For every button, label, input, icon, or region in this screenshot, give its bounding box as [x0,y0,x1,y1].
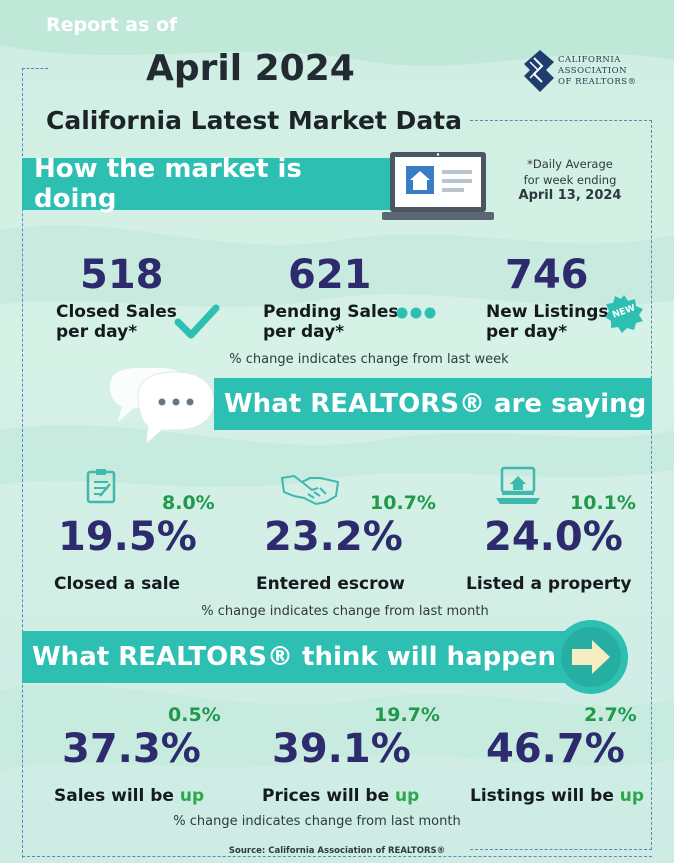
speech-bubbles-icon [110,368,215,446]
laptop-home-icon [496,466,540,504]
checkmark-icon [174,304,220,339]
car-logo-icon [524,50,554,92]
new-listings-value: 746 [505,252,589,298]
logo-line-3: OF REALTORS® [558,77,637,87]
new-listings-label-line-2: per day* [486,322,568,342]
entered-escrow-change: 10.7% [370,492,436,514]
listed-property-label: Listed a property [466,574,632,594]
car-logo: CALIFORNIA ASSOCIATION OF REALTORS® [520,48,660,96]
logo-line-2: ASSOCIATION [558,66,628,76]
report-month: April 2024 [146,48,355,89]
sales-up-value: 37.3% [62,726,201,772]
listings-up-label-up: up [619,786,645,806]
market-banner-text: How the market is doing [34,154,302,214]
think-banner: What REALTORS® think will happen [22,631,596,683]
closed-sales-label-line-2: per day* [56,322,138,342]
daily-note-line-2: for week ending [523,173,617,187]
listings-up-label: Listings will be up [470,786,644,806]
prices-up-label-up: up [395,786,420,806]
logo-line-1: CALIFORNIA [558,55,621,65]
frame-dash-left [22,68,48,858]
saying-banner: What REALTORS® are saying [214,378,652,430]
frame-dash-bottom [22,856,652,857]
prices-up-label: Prices will be up [262,786,419,806]
think-banner-text: What REALTORS® think will happen [32,642,556,672]
report-as-of-label: Report as of [46,14,178,36]
listed-property-change: 10.1% [570,492,636,514]
new-listings-label-line-1: New Listings [486,302,609,322]
pending-sales-value: 621 [288,252,372,298]
prices-up-label-prefix: Prices will be [262,786,396,806]
sales-up-label-up: up [179,786,205,806]
frame-dash-right [470,120,652,850]
new-listings-label: New Listings per day* [486,302,609,342]
listing-monitor-icon [382,152,494,220]
pending-sales-label-line-1: Pending Sales [263,302,399,322]
new-badge-icon: NEW [604,294,644,334]
prices-up-change: 19.7% [374,704,440,726]
sales-up-label: Sales will be up [54,786,204,806]
closed-sales-value: 518 [80,252,164,298]
daily-note-line-1: *Daily Average [527,157,613,171]
closed-sale-change: 8.0% [162,492,215,514]
saying-banner-text: What REALTORS® are saying [224,389,647,419]
listings-up-change: 2.7% [584,704,637,726]
closed-sale-label: Closed a sale [54,574,181,594]
page-title: California Latest Market Data [46,106,463,135]
listings-up-label-prefix: Listings will be [470,786,620,806]
pending-sales-label: Pending Sales per day* [263,302,398,342]
sales-up-change: 0.5% [168,704,221,726]
prices-up-value: 39.1% [272,726,411,772]
market-change-note: % change indicates change from last week [229,352,509,367]
pending-sales-label-line-2: per day* [263,322,345,342]
entered-escrow-label: Entered escrow [256,574,405,594]
daily-note-line-3: April 13, 2024 [518,188,622,203]
dots-icon [396,307,436,319]
clipboard-icon [86,469,116,504]
arrow-right-icon [554,620,628,694]
sales-up-label-prefix: Sales will be [54,786,180,806]
market-banner: How the market is doing [22,154,390,214]
handshake-icon [280,474,340,506]
entered-escrow-value: 23.2% [264,514,403,560]
listed-property-value: 24.0% [484,514,623,560]
closed-sale-value: 19.5% [58,514,197,560]
saying-change-note: % change indicates change from last mont… [201,604,489,619]
think-change-note: % change indicates change from last mont… [173,814,461,829]
source-credit: Source: California Association of REALTO… [228,846,446,856]
closed-sales-label-line-1: Closed Sales [56,302,177,322]
closed-sales-label: Closed Sales per day* [56,302,177,342]
listings-up-value: 46.7% [486,726,625,772]
daily-average-note: *Daily Average for week ending April 13,… [500,156,640,204]
